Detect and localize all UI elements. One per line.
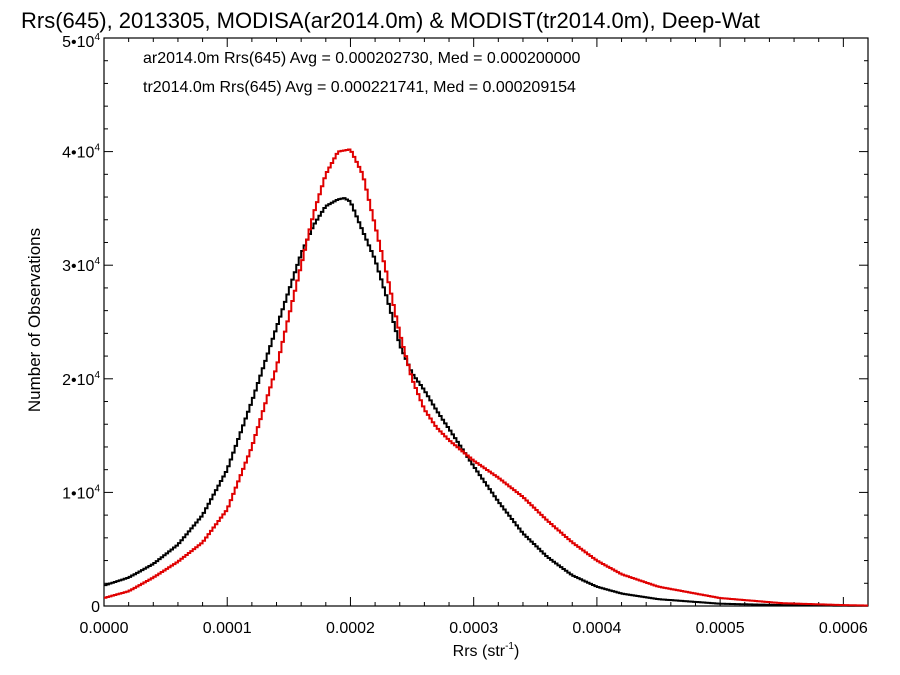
y-tick-exponent: 4 (94, 370, 100, 381)
x-axis-label-sup: -1 (505, 641, 514, 652)
y-tick-label: 4•104 (62, 143, 100, 162)
x-tick-label: 0.0001 (203, 620, 252, 637)
series-0-line (104, 197, 868, 607)
x-tick-label: 0.0000 (80, 620, 129, 637)
x-axis-label: Rrs (str-1) (453, 641, 520, 660)
legend-entry-ar2014: ar2014.0m Rrs(645) Avg = 0.000202730, Me… (143, 50, 580, 67)
x-tick-label: 0.0002 (326, 620, 375, 637)
x-tick-label: 0.0004 (572, 620, 621, 637)
y-tick-label: 1•104 (62, 483, 100, 502)
y-tick-label: 2•104 (62, 370, 100, 389)
x-tick-label: 0.0005 (696, 620, 745, 637)
y-tick-mantissa: 3•10 (62, 258, 94, 275)
plot-frame (103, 37, 869, 607)
y-tick-mantissa: 5•10 (62, 34, 94, 51)
y-tick-exponent: 4 (94, 256, 100, 267)
x-axis: 0.0000 0.0001 0.0002 0.0003 0.0004 0.0005 0.00… (80, 38, 868, 637)
y-tick-mantissa: 4•10 (62, 145, 94, 162)
x-axis-label-close: ) (514, 643, 519, 660)
series-1-line (104, 148, 868, 607)
x-tick-label: 0.0006 (819, 620, 868, 637)
y-tick-exponent: 4 (94, 32, 100, 43)
y-tick-exponent: 4 (94, 143, 100, 154)
series-layer (104, 148, 868, 607)
y-tick-label: 0 (91, 599, 100, 616)
y-tick-label: 3•104 (62, 256, 100, 275)
chart-title: Rrs(645), 2013305, MODISA(ar2014.0m) & M… (21, 8, 760, 33)
x-tick-label: 0.0003 (449, 620, 498, 637)
y-tick-exponent: 4 (94, 483, 100, 494)
y-tick-label: 5•104 (62, 32, 100, 51)
y-tick-mantissa: 1•10 (62, 485, 94, 502)
y-tick-mantissa: 2•10 (62, 372, 94, 389)
legend-entry-tr2014: tr2014.0m Rrs(645) Avg = 0.000221741, Me… (143, 79, 576, 96)
x-axis-label-main: Rrs (str (453, 643, 506, 660)
y-axis-label: Number of Observations (25, 228, 44, 412)
